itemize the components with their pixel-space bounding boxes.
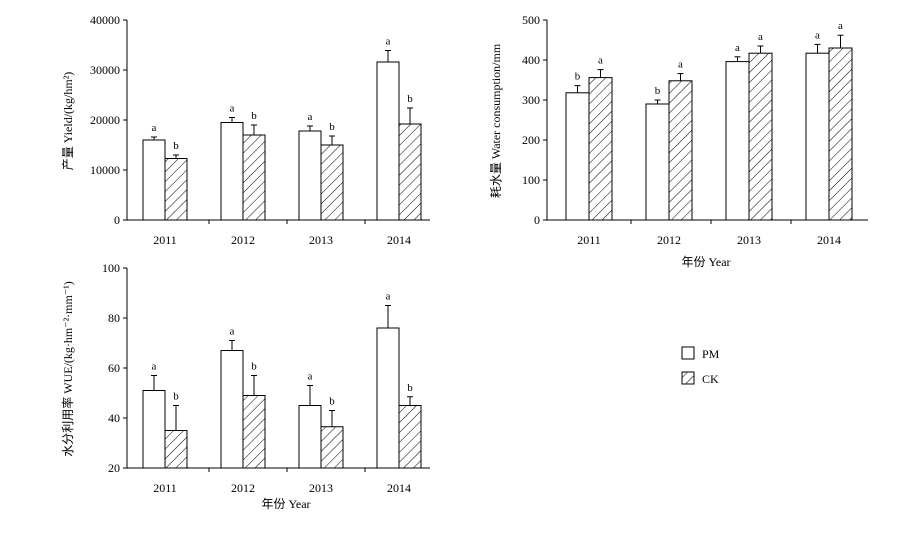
wue-y-tick-label: 20 xyxy=(108,461,120,475)
legend-swatch-ck xyxy=(681,371,695,385)
yield-bar-pm-2013 xyxy=(298,130,322,221)
yield-y-tick-label: 0 xyxy=(114,213,120,227)
water-x-tick-label: 2012 xyxy=(657,233,681,247)
yield-bar-pm-2011 xyxy=(142,139,166,221)
yield-bar-ck-2013 xyxy=(320,144,344,221)
water-y-tick-label: 0 xyxy=(534,213,540,227)
yield-y-tick-label: 20000 xyxy=(90,113,120,127)
water-y-tick-label: 400 xyxy=(522,53,540,67)
water-consumption-chart: 耗水量 Water consumption/mm 年份 Year 0 100 200… xyxy=(489,13,868,269)
yield-significance-label: b xyxy=(329,121,335,133)
water-significance-label: b xyxy=(655,85,661,97)
water-y-axis-label: 耗水量 Water consumption/mm xyxy=(489,43,503,198)
yield-significance-label: a xyxy=(308,111,313,123)
wue-significance-label: b xyxy=(251,361,257,373)
wue-bar-ck-2011 xyxy=(164,430,188,469)
yield-bar-pm-2012 xyxy=(220,122,244,221)
yield-bar-ck-2012 xyxy=(242,134,266,221)
yield-significance-label: a xyxy=(230,103,235,115)
yield-bar-pm-2014 xyxy=(376,61,400,221)
water-bar-ck-2012 xyxy=(668,80,693,221)
wue-significance-label: b xyxy=(329,396,335,408)
wue-significance-label: a xyxy=(230,326,235,338)
wue-x-tick-label: 2014 xyxy=(387,481,411,495)
water-y-tick-label: 200 xyxy=(522,133,540,147)
water-significance-label: a xyxy=(815,29,820,41)
water-x-tick-label: 2014 xyxy=(817,233,841,247)
water-significance-label: a xyxy=(758,31,763,43)
wue-significance-label: a xyxy=(308,371,313,383)
yield-x-tick-label: 2014 xyxy=(387,233,411,247)
water-y-tick-label: 100 xyxy=(522,173,540,187)
wue-bar-ck-2012 xyxy=(242,395,266,469)
water-significance-label: a xyxy=(838,20,843,32)
legend-label-pm: PM xyxy=(702,347,720,361)
water-significance-label: a xyxy=(735,42,740,54)
wue-y-axis-label: 水分利用率 WUE/(kg·hm⁻²·mm⁻¹) xyxy=(60,281,75,457)
wue-x-tick-label: 2011 xyxy=(153,481,177,495)
wue-y-tick-label: 40 xyxy=(108,411,120,425)
wue-significance-label: b xyxy=(173,391,179,403)
water-bar-ck-2013 xyxy=(748,52,773,221)
yield-y-tick-label: 10000 xyxy=(90,163,120,177)
legend-label-ck: CK xyxy=(702,372,719,386)
wue-bar-pm-2014 xyxy=(376,327,400,469)
water-x-axis-label: 年份 Year xyxy=(681,255,730,269)
wue-x-axis-label: 年份 Year xyxy=(261,497,310,511)
wue-significance-label: a xyxy=(386,291,391,303)
water-significance-label: a xyxy=(598,55,603,67)
yield-significance-label: a xyxy=(152,122,157,134)
water-bar-pm-2011 xyxy=(565,92,590,221)
yield-significance-label: b xyxy=(407,93,413,105)
wue-y-tick-label: 80 xyxy=(108,311,120,325)
wue-x-tick-label: 2012 xyxy=(231,481,255,495)
wue-x-tick-label: 2013 xyxy=(309,481,333,495)
yield-chart: 产量 Yield/(kg/hm²) 0 10000 20000 30000 40000 2… xyxy=(61,13,430,247)
water-bar-pm-2013 xyxy=(725,61,750,221)
yield-y-axis-label: 产量 Yield/(kg/hm²) xyxy=(61,72,75,171)
yield-x-tick-label: 2013 xyxy=(309,233,333,247)
wue-bar-pm-2011 xyxy=(142,390,166,469)
yield-bar-ck-2014 xyxy=(398,123,422,221)
yield-significance-label: b xyxy=(173,140,179,152)
wue-y-tick-label: 60 xyxy=(108,361,120,375)
water-x-tick-label: 2011 xyxy=(577,233,601,247)
water-significance-label: a xyxy=(678,59,683,71)
wue-chart: 水分利用率 WUE/(kg·hm⁻²·mm⁻¹) 年份 Year 20 40 60 8… xyxy=(60,261,430,511)
wue-bar-pm-2012 xyxy=(220,350,244,469)
yield-y-tick-label: 40000 xyxy=(90,13,120,27)
wue-bar-ck-2013 xyxy=(320,426,344,469)
yield-bar-ck-2011 xyxy=(164,158,188,221)
water-y-tick-label: 500 xyxy=(522,13,540,27)
wue-bar-pm-2013 xyxy=(298,405,322,469)
water-bar-pm-2014 xyxy=(805,52,830,221)
water-x-tick-label: 2013 xyxy=(737,233,761,247)
yield-significance-label: a xyxy=(386,36,391,48)
wue-y-tick-label: 100 xyxy=(102,261,120,275)
water-bar-ck-2014 xyxy=(828,47,853,221)
water-bar-pm-2012 xyxy=(645,103,670,221)
yield-y-tick-label: 30000 xyxy=(90,63,120,77)
yield-x-tick-label: 2011 xyxy=(153,233,177,247)
water-y-tick-label: 300 xyxy=(522,93,540,107)
yield-x-tick-label: 2012 xyxy=(231,233,255,247)
wue-bar-ck-2014 xyxy=(398,405,422,469)
legend: PM CK xyxy=(681,346,720,386)
wue-significance-label: b xyxy=(407,382,413,394)
legend-swatch-pm xyxy=(681,346,695,360)
water-significance-label: b xyxy=(575,71,581,83)
water-bar-ck-2011 xyxy=(588,77,613,221)
yield-significance-label: b xyxy=(251,110,257,122)
wue-significance-label: a xyxy=(152,361,157,373)
